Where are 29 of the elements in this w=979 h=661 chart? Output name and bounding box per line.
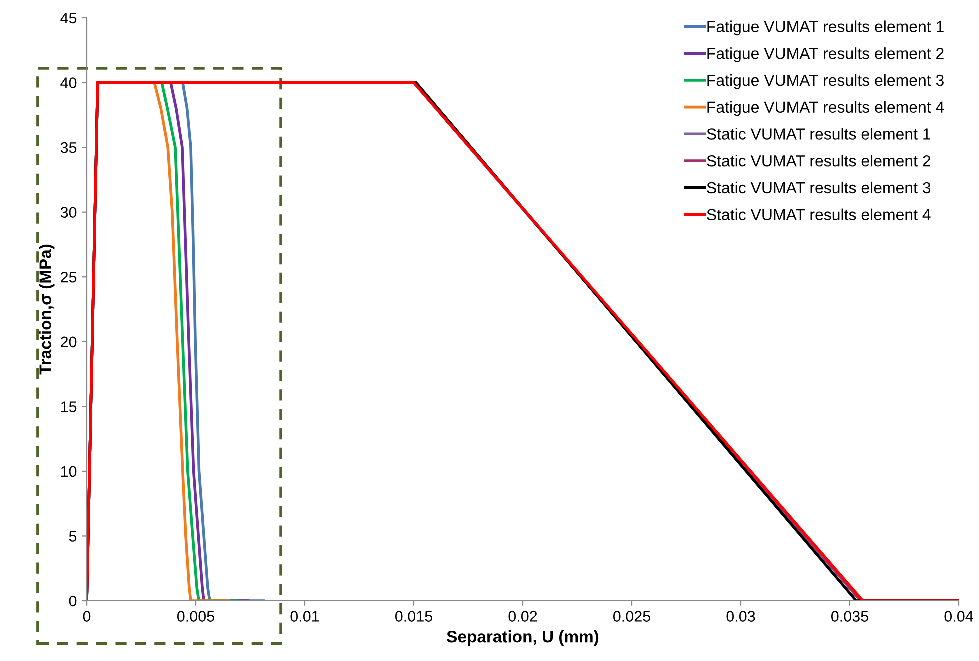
y-axis-title: Traction,σ (MPa)	[39, 244, 55, 375]
y-tick-label: 35	[60, 142, 77, 154]
x-tick-label: 0.04	[944, 611, 974, 622]
x-tick-label: 0.005	[177, 611, 214, 622]
y-tick-label: 30	[60, 207, 77, 218]
legend-label: Static VUMAT results element 4	[707, 208, 931, 221]
x-tick-label: 0.035	[831, 611, 868, 622]
y-tick-label: 5	[69, 531, 77, 542]
x-tick-label: 0.03	[726, 611, 756, 622]
legend-label: Static VUMAT results element 3	[707, 182, 931, 194]
legend-label: Static VUMAT results element 1	[707, 128, 931, 140]
y-tick-label: 10	[61, 466, 77, 478]
x-tick-label: 0.02	[508, 611, 538, 622]
y-tick-label: 15	[61, 402, 77, 412]
legend-label: Fatigue VUMAT results element 1	[708, 20, 944, 36]
y-tick-label: 40	[60, 78, 77, 88]
x-tick-label: 0	[83, 611, 91, 622]
x-tick-label: 0.025	[613, 611, 650, 622]
legend-label: Static VUMAT results element 2	[707, 155, 931, 167]
y-tick-label: 20	[61, 336, 77, 348]
legend-label: Fatigue VUMAT results element 4	[708, 101, 944, 116]
x-tick-label: 0.01	[290, 611, 320, 622]
x-tick-label: 0.015	[395, 611, 432, 622]
y-tick-label: 0	[69, 596, 77, 607]
y-tick-label: 45	[60, 13, 77, 24]
legend-label: Fatigue VUMAT results element 2	[708, 48, 944, 62]
x-axis-title: Separation, U (mm)	[447, 630, 599, 646]
y-tick-label: 25	[61, 272, 77, 283]
legend-label: Fatigue VUMAT results element 3	[708, 74, 944, 90]
